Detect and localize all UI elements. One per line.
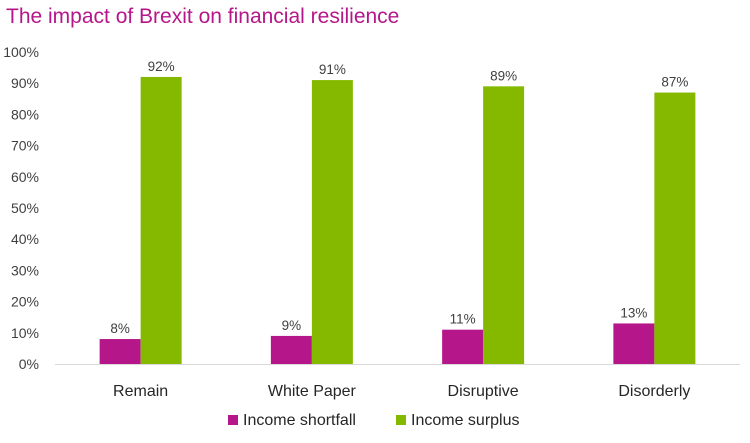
- data-label: 92%: [148, 59, 175, 74]
- data-label: 91%: [319, 62, 346, 77]
- legend-label: Income surplus: [411, 412, 520, 429]
- data-label: 9%: [282, 318, 302, 333]
- chart-title: The impact of Brexit on financial resili…: [6, 5, 400, 28]
- y-tick-label: 70%: [11, 138, 39, 154]
- y-tick-label: 20%: [11, 294, 39, 310]
- x-category-label: White Paper: [268, 383, 357, 400]
- legend-label: Income shortfall: [243, 412, 356, 429]
- data-label: 11%: [450, 312, 476, 327]
- y-tick-label: 80%: [11, 106, 39, 122]
- legend: Income shortfall Income surplus: [228, 412, 520, 429]
- x-category-label: Remain: [113, 383, 168, 400]
- bar-income-surplus: [311, 80, 353, 364]
- x-axis: Remain White Paper Disruptive Disorderly: [113, 383, 690, 400]
- y-tick-label: 10%: [11, 325, 39, 341]
- data-label: 87%: [661, 75, 688, 90]
- bar-income-surplus: [654, 92, 696, 364]
- x-category-label: Disorderly: [618, 383, 690, 400]
- bar-income-shortfall: [99, 339, 141, 364]
- y-tick-label: 90%: [11, 75, 39, 91]
- y-tick-label: 30%: [11, 262, 39, 278]
- y-tick-label: 60%: [11, 169, 39, 185]
- legend-swatch: [228, 415, 238, 425]
- y-tick-label: 50%: [11, 200, 39, 216]
- legend-swatch: [396, 415, 406, 425]
- bar-income-surplus: [140, 76, 182, 365]
- bar-income-shortfall: [442, 329, 484, 364]
- y-tick-label: 100%: [3, 44, 39, 60]
- data-label: 89%: [490, 68, 517, 83]
- data-label: 13%: [620, 305, 647, 320]
- y-tick-label: 40%: [11, 231, 39, 247]
- x-category-label: Disruptive: [448, 383, 519, 400]
- bars: 8% 92% 9% 91% 11% 89% 13% 87%: [99, 59, 696, 365]
- bar-income-surplus: [483, 86, 525, 364]
- data-label: 8%: [110, 321, 130, 336]
- bar-income-shortfall: [613, 323, 655, 364]
- y-axis: 0% 10% 20% 30% 40% 50% 60% 70% 80% 90% 100%: [3, 44, 740, 372]
- y-tick-label: 0%: [19, 356, 39, 372]
- bar-income-shortfall: [270, 335, 312, 364]
